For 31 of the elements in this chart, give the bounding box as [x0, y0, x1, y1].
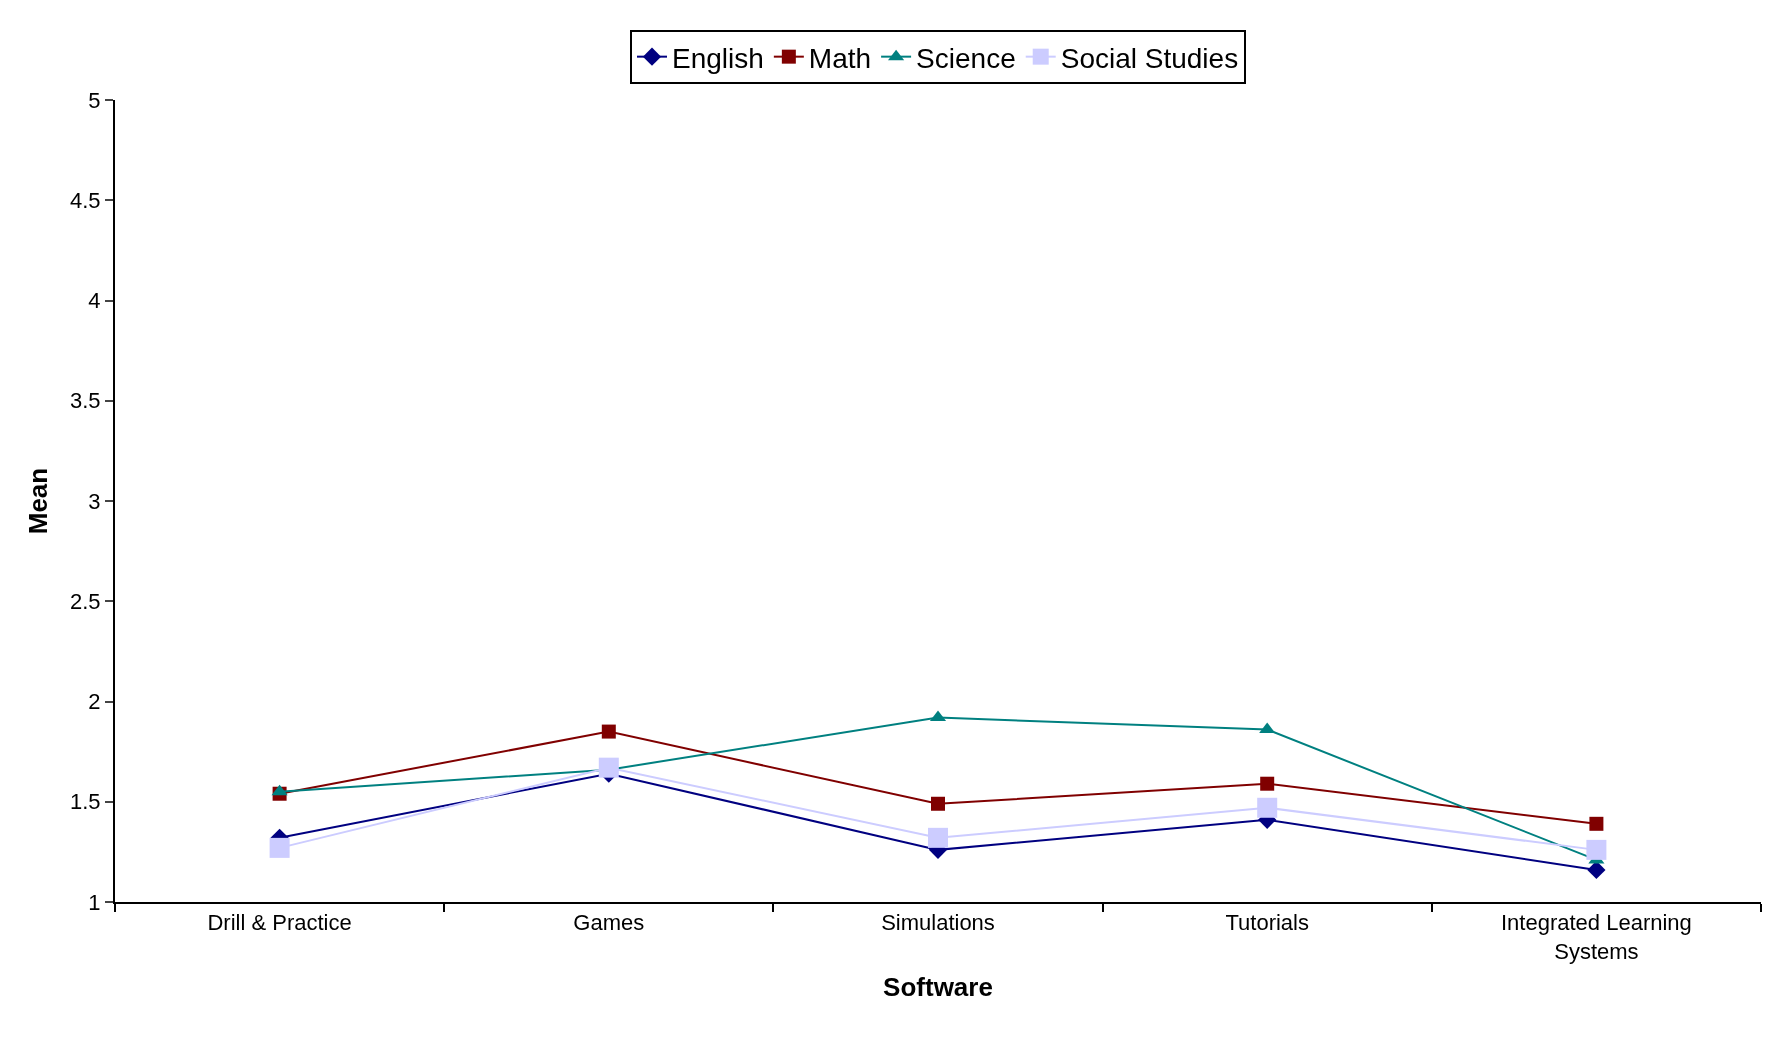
- point: [1260, 776, 1275, 791]
- y-tick-label: 3.5: [70, 388, 101, 414]
- x-tick-label: Integrated Learning Systems: [1500, 910, 1692, 964]
- y-tick-label: 5: [88, 87, 101, 113]
- point: [928, 827, 948, 848]
- y-tick-label: 2.5: [70, 588, 101, 614]
- point: [271, 784, 288, 796]
- y-tick-label: 4: [88, 288, 101, 314]
- y-tick-label: 1.5: [70, 789, 101, 815]
- legend-label: Science: [916, 42, 1016, 74]
- point: [1259, 722, 1276, 734]
- x-tick-label: Drill & Practice: [207, 910, 352, 936]
- point: [931, 796, 945, 811]
- point: [601, 724, 616, 739]
- point: [269, 837, 290, 858]
- point: [1587, 860, 1606, 880]
- y-tick-label: 2: [88, 689, 101, 715]
- x-tick-label: Games: [573, 910, 645, 936]
- point: [1586, 839, 1607, 860]
- x-tick-label: Simulations: [881, 910, 995, 936]
- y-tick-label: 4.5: [70, 187, 101, 213]
- x-axis-title: Software: [883, 972, 993, 1003]
- legend-label: English: [672, 42, 764, 74]
- y-tick-label: 3: [88, 488, 101, 514]
- point: [1589, 816, 1604, 831]
- y-tick-label: 1: [88, 889, 101, 915]
- legend-label: Math: [808, 42, 872, 74]
- legend-label: Social Studies: [1060, 42, 1239, 74]
- x-tick-label: Tutorials: [1225, 910, 1309, 936]
- y-axis-title: Mean: [22, 467, 53, 535]
- point: [1257, 797, 1278, 818]
